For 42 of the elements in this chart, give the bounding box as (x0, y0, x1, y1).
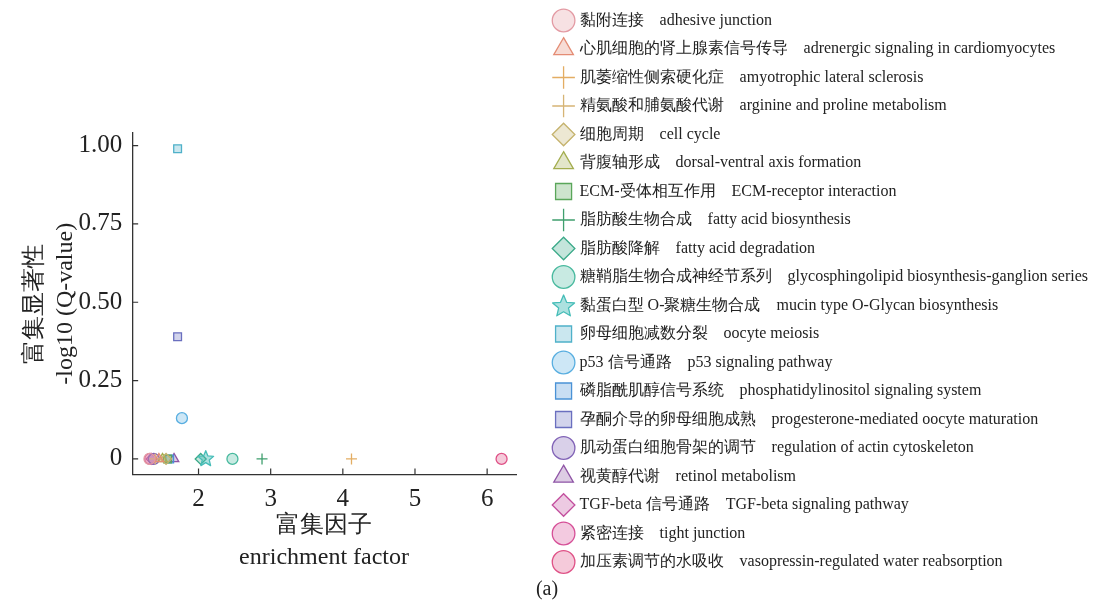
x-tick-label: 3 (264, 483, 277, 511)
legend-label: 紧密连接 tight junction (579, 523, 746, 542)
y-tick-label: 0.50 (78, 286, 123, 314)
legend-label: 精氨酸和脯氨酸代谢 arginine and proline metabolism (579, 96, 948, 115)
legend-label: p53 信号通路 p53 signaling pathway (579, 352, 833, 371)
x-tick-label: 4 (336, 483, 350, 511)
legend-label: 肌萎缩性侧索硬化症 amyotrophic lateral sclerosis (579, 67, 924, 86)
point (495, 452, 508, 466)
x-tick-label: 5 (408, 483, 422, 511)
legend-label: 磷脂酰肌醇信号系统 phosphatidylinositol signaling system (578, 381, 982, 400)
point (345, 452, 358, 466)
point (255, 452, 269, 466)
legend-label: 黏蛋白型 O-聚糖生物合成 mucin type O-Glycan biosynthesis (579, 295, 999, 314)
point (197, 450, 215, 467)
legend-label: ECM-受体相互作用 ECM-receptor interaction (579, 181, 897, 200)
y-tick-label: 0.75 (78, 208, 123, 236)
legend-label: 孕酮介导的卵母细胞成熟 progesterone-mediated oocyte maturation (579, 409, 1039, 428)
legend-label: 背腹轴形成 dorsal-ventral axis formation (579, 153, 862, 171)
text: (a) (535, 577, 559, 601)
point (226, 452, 239, 466)
point (173, 144, 183, 154)
point (173, 332, 183, 342)
legend-label: 视黄醇代谢 retinol metabolism (579, 466, 797, 484)
legend-label: 糖鞘脂生物合成神经节系列 glycosphingolipid biosynthesis-ganglion series (579, 267, 1088, 286)
legend-label: 心肌细胞的肾上腺素信号传导 adrenergic signaling in cardiomyocytes (578, 39, 1056, 58)
legend-label: 卵母细胞减数分裂 oocyte meiosis (579, 324, 820, 343)
legend-label: 脂肪酸生物合成 fatty acid biosynthesis (579, 210, 851, 229)
y-axis-title: 富集显著性 -log10 (Q-value) (19, 222, 78, 385)
x-tick-label: 2 (192, 483, 205, 511)
point (153, 452, 165, 463)
x-axis-title: 富集因子 enrichment factor (239, 511, 410, 569)
legend-label: 脂肪酸降解 fatty acid degradation (579, 238, 816, 257)
y-tick-label: 0 (109, 443, 123, 471)
y-tick-label: 1.00 (78, 130, 123, 158)
legend-label: 加压素调节的水吸收 vasopressin-regulated water reabsorption (579, 552, 1003, 571)
legend-label: 细胞周期 cell cycle (579, 124, 721, 143)
y-tick-label: 0.25 (78, 365, 123, 393)
legend-label: TGF-beta 信号通路 TGF-beta signaling pathway (579, 495, 909, 514)
legend-label: 黏附连接 adhesive junction (579, 10, 772, 29)
x-tick-label: 6 (480, 483, 494, 511)
point (175, 412, 189, 425)
legend-label: 肌动蛋白细胞骨架的调节 regulation of actin cytoskeleton (579, 438, 974, 457)
